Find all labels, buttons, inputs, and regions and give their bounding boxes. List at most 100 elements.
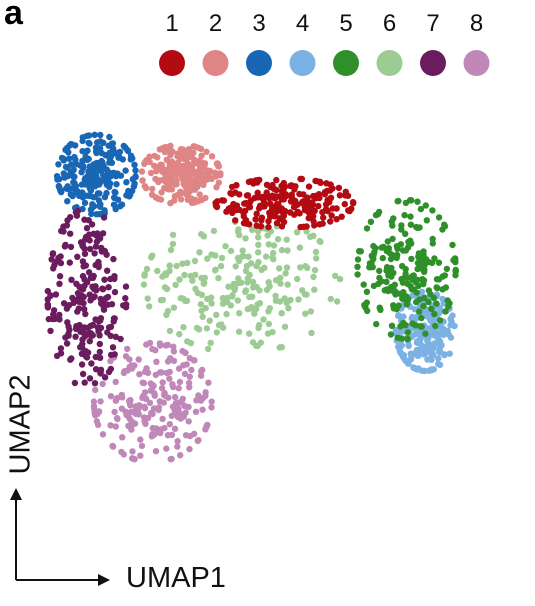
point-cluster-4 [438, 342, 445, 349]
point-cluster-8 [143, 365, 150, 372]
point-cluster-7 [81, 250, 89, 257]
point-cluster-1 [232, 189, 239, 196]
point-cluster-4 [436, 361, 444, 368]
point-cluster-7 [86, 245, 94, 253]
point-cluster-5 [406, 240, 413, 247]
point-cluster-7 [92, 243, 100, 250]
point-cluster-6 [212, 252, 219, 259]
point-cluster-4 [425, 325, 433, 332]
point-cluster-7 [91, 293, 98, 300]
point-cluster-6 [192, 285, 199, 292]
point-cluster-7 [86, 375, 94, 382]
point-cluster-5 [401, 294, 408, 301]
x-axis-label: UMAP1 [126, 562, 226, 594]
point-cluster-6 [255, 324, 262, 332]
point-cluster-5 [376, 304, 383, 311]
point-cluster-8 [170, 348, 178, 355]
point-cluster-8 [149, 384, 156, 391]
point-cluster-7 [77, 344, 84, 351]
point-cluster-5 [363, 288, 371, 295]
point-cluster-7 [44, 287, 51, 295]
point-cluster-7 [117, 335, 124, 343]
point-cluster-5 [402, 230, 409, 237]
point-cluster-5 [410, 286, 418, 293]
point-cluster-6 [217, 262, 225, 270]
point-cluster-5 [436, 317, 444, 324]
point-cluster-6 [192, 271, 199, 278]
point-cluster-1 [345, 207, 352, 214]
point-cluster-2 [180, 177, 187, 185]
point-cluster-7 [122, 283, 130, 290]
point-cluster-5 [408, 273, 416, 280]
y-axis-label: UMAP2 [4, 374, 37, 475]
point-cluster-2 [208, 153, 216, 160]
point-cluster-6 [260, 316, 267, 323]
cluster-6-points [140, 218, 344, 353]
point-cluster-7 [63, 340, 71, 347]
point-cluster-7 [63, 305, 71, 312]
point-cluster-1 [265, 223, 272, 231]
point-cluster-7 [67, 356, 74, 363]
point-cluster-5 [418, 314, 425, 322]
point-cluster-7 [93, 287, 100, 294]
point-cluster-6 [255, 249, 262, 256]
legend-dot-4 [289, 50, 316, 76]
cluster-3-points [53, 131, 139, 218]
point-cluster-2 [167, 200, 174, 207]
point-cluster-6 [302, 310, 309, 317]
point-cluster-2 [146, 158, 153, 166]
point-cluster-2 [186, 188, 194, 195]
point-cluster-8 [140, 414, 148, 421]
point-cluster-5 [395, 197, 402, 205]
point-cluster-8 [135, 356, 142, 363]
point-cluster-3 [68, 161, 75, 168]
point-cluster-5 [407, 221, 415, 228]
point-cluster-6 [256, 300, 263, 307]
point-cluster-5 [421, 294, 428, 302]
point-cluster-6 [284, 281, 291, 288]
point-cluster-2 [153, 168, 160, 175]
legend-dot-7 [420, 50, 446, 76]
point-cluster-5 [433, 300, 440, 307]
point-cluster-7 [94, 230, 101, 237]
point-cluster-7 [97, 369, 104, 377]
point-cluster-7 [122, 295, 129, 302]
point-cluster-7 [82, 310, 89, 318]
point-cluster-6 [251, 310, 258, 317]
point-cluster-3 [120, 142, 128, 150]
point-cluster-2 [215, 163, 222, 170]
point-cluster-6 [246, 330, 253, 337]
point-cluster-7 [86, 291, 93, 298]
point-cluster-2 [190, 149, 197, 156]
point-cluster-5 [431, 255, 438, 262]
point-cluster-6 [310, 232, 317, 240]
point-cluster-7 [103, 251, 110, 258]
point-cluster-1 [247, 197, 255, 204]
point-cluster-8 [183, 361, 190, 368]
point-cluster-1 [338, 213, 345, 220]
point-cluster-8 [185, 379, 193, 387]
point-cluster-7 [81, 324, 88, 331]
y-axis-arrow-head [10, 488, 22, 500]
cluster-2-points [138, 142, 224, 207]
point-cluster-6 [196, 249, 203, 256]
point-cluster-6 [179, 295, 187, 302]
point-cluster-5 [451, 255, 459, 262]
point-cluster-7 [57, 345, 65, 352]
point-cluster-5 [431, 310, 438, 318]
point-cluster-6 [265, 241, 272, 248]
point-cluster-3 [97, 138, 104, 145]
point-cluster-2 [155, 178, 162, 186]
point-cluster-7 [60, 300, 68, 307]
point-cluster-6 [336, 275, 344, 283]
point-cluster-6 [234, 228, 242, 235]
point-cluster-5 [354, 271, 361, 278]
point-cluster-3 [114, 196, 122, 203]
point-cluster-1 [280, 196, 287, 203]
point-cluster-6 [159, 296, 167, 304]
point-cluster-2 [148, 191, 156, 198]
point-cluster-2 [215, 179, 222, 186]
point-cluster-2 [166, 160, 173, 167]
point-cluster-6 [310, 273, 317, 280]
point-cluster-7 [78, 292, 85, 299]
